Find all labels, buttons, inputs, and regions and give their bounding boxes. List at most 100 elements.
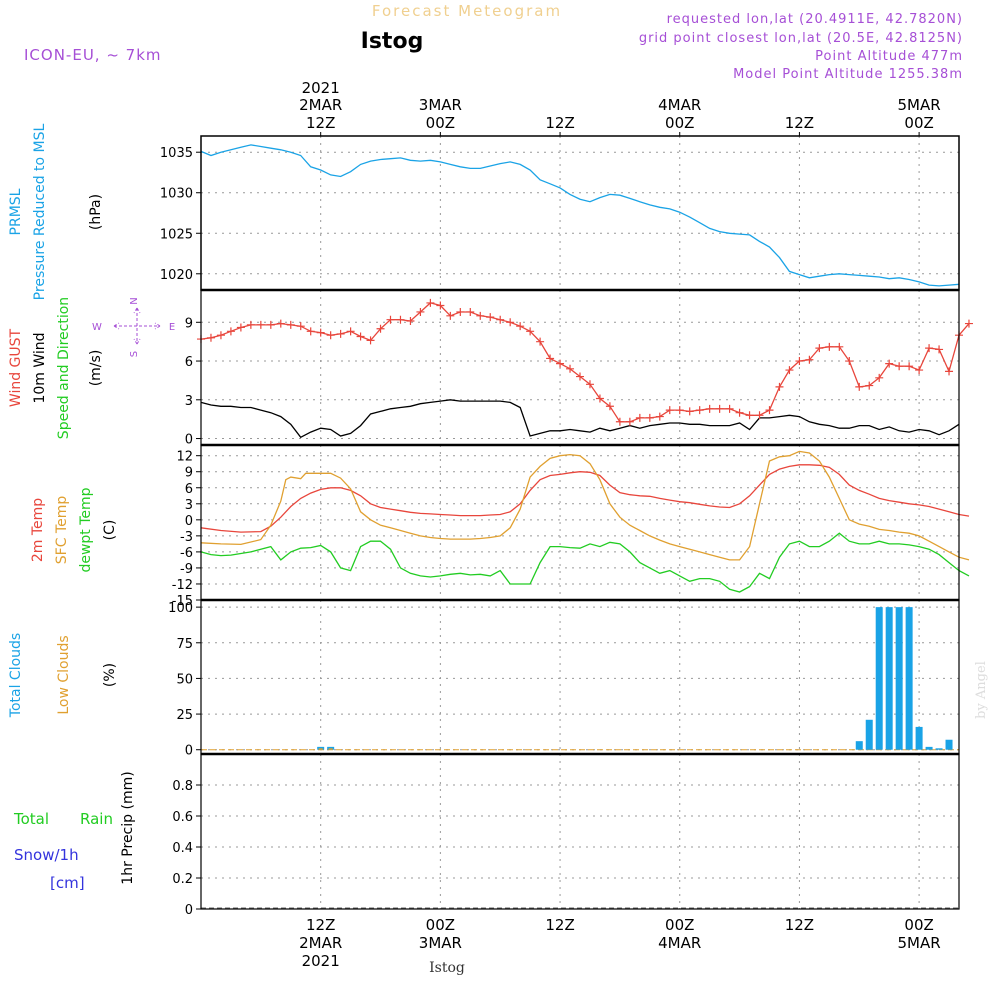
gust-marker [835,342,844,351]
total-cloud-bar [855,741,863,750]
gust-marker [566,364,575,373]
gust-marker [655,412,664,421]
gust-marker [735,408,744,417]
gust-marker [945,367,954,376]
gust-marker [785,366,794,375]
temp-frame [200,444,960,601]
pressure-y-tick-label: 1030 [160,187,193,202]
wind-vector [480,0,490,413]
bottom-hour-label: 00Z [665,916,694,934]
gust-marker [615,417,624,426]
credit: by Angel [974,661,989,719]
clouds-y-tick-label: 25 [176,708,193,723]
gust-marker [246,320,255,329]
temp-y-tick-label: -6 [180,546,193,561]
precip-y-tick-label: 0.8 [172,779,193,794]
wind-compass: N S W E [92,297,175,357]
gust-marker [715,404,724,413]
wind-vector [597,0,600,432]
wind-vector [928,0,930,427]
wind-vector [210,0,221,405]
top-year-label: 2021 [302,79,340,97]
wind-vector [578,0,580,430]
gust-marker [236,323,245,332]
wind-vector [647,0,650,431]
low-cloud-bar [318,748,323,750]
gust-marker [466,307,475,316]
wind-vector [429,0,440,410]
wind-unit: (m/s) [88,350,104,387]
gust-marker [576,372,584,381]
top-hour-label: 00Z [665,114,694,132]
gust-marker [585,380,594,389]
gust-marker [645,413,654,422]
wind-vector [220,0,231,405]
sfc_temp-line [200,450,970,561]
wind-vector [241,0,251,405]
requested-coords: requested lon,lat (20.4911E, 42.7820N) [667,12,963,27]
gust-marker [206,333,215,342]
gust-marker [266,320,275,329]
bottom-date-label: 2MAR [299,934,342,952]
wind-y-tick-label: 0 [185,433,193,448]
total-cloud-bar [317,746,325,750]
precip-y-tick-label: 0.6 [172,810,193,825]
precip-y-tick-label: 0.4 [172,841,193,856]
pressure-frame [200,135,960,291]
wind-vector [779,0,785,433]
temp-y-tick-label: 12 [176,450,193,465]
gust-marker [216,331,225,340]
gust-marker [526,327,535,336]
wind-vector [251,0,260,408]
gust-marker [326,331,335,340]
wind-vector [331,0,332,446]
panels: 10201025103010350369-15-12-9-6-303691202… [160,0,973,918]
pressure-y-tick-label: 1025 [160,227,193,242]
wind-y-tick-label: 3 [185,394,193,409]
gust-marker [745,411,754,420]
total-cloud-bar [915,726,923,750]
gust-marker [665,406,674,415]
gust-marker [635,413,644,422]
pressure-y-tick-label: 1035 [160,146,193,161]
gust-marker [296,322,305,331]
rain-label: Rain [80,810,113,828]
low-cloud-bar [328,748,333,750]
bottom-hour-label: 00Z [904,916,933,934]
total-cloud-bar [875,607,883,750]
gust-marker [775,382,784,391]
gust-marker [406,317,415,325]
wind-y-tick-label: 9 [185,316,193,331]
gust-marker [795,357,804,366]
model-altitude: Model Point Altitude 1255.38m [733,67,963,82]
gust-marker [675,406,684,415]
gust-marker [805,355,814,364]
temp-y-tick-label: -12 [172,578,193,593]
compass-n: N [129,297,140,304]
wind-panel: 0 3 6 9 [185,0,973,448]
model-label: ICON-EU, ~ 7km [24,46,162,64]
wind-vector [449,0,460,410]
gust-marker [755,411,764,420]
chart-title: Forecast Meteogram [372,2,562,20]
gust-marker [386,315,395,324]
gust-marker [506,318,515,327]
gust-marker [865,381,874,390]
wind-vector [550,0,552,446]
gust-marker [845,357,854,366]
gust-marker [825,342,834,351]
wind-vector [364,0,371,420]
pressure-panel: 1020 1025 1030 1035 [160,136,960,290]
temp-y-tick-label: 6 [185,482,193,497]
wind-vector [809,0,814,436]
gust-marker [496,315,505,324]
gust-marker [725,404,734,413]
wind-vector [760,0,765,435]
total-cloud-bar [885,607,893,750]
precip-y-tick-label: 0 [185,903,193,918]
wind-vector [829,0,834,435]
wind-gust-label: Wind GUST [8,328,24,407]
total-cloud-bar [935,748,943,750]
wind-vector [502,0,511,426]
